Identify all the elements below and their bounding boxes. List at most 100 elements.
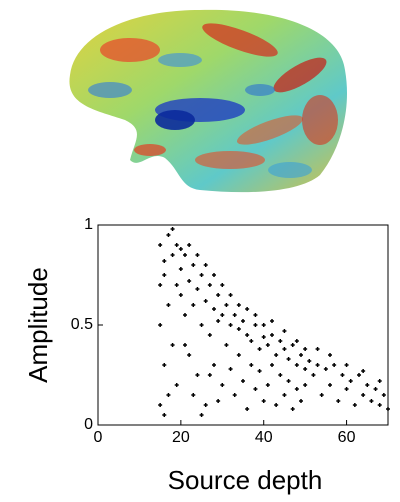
data-point [183,253,187,257]
data-point [174,243,179,247]
data-point [191,263,196,267]
data-point [270,319,274,323]
brain-surface [69,9,348,193]
plot: 0 20 40 60 0 0.5 1 [71,216,390,446]
data-point [203,263,208,267]
data-point [344,363,349,367]
data-point [290,343,295,347]
data-point [278,373,283,377]
data-point [207,333,212,337]
data-point [241,379,245,383]
data-point [158,323,163,327]
data-point [282,329,287,333]
data-point [162,259,167,263]
data-point [158,243,163,247]
data-point [357,373,361,377]
data-point [245,407,250,411]
x-tick-label: 0 [94,429,103,446]
data-point [232,313,237,317]
data-point [236,353,241,357]
data-point [303,347,308,351]
data-point [361,393,366,397]
data-point [224,303,229,307]
data-point [183,313,187,317]
data-point [286,357,291,361]
data-point [241,319,245,323]
data-point [261,399,266,403]
data-point [191,393,196,397]
data-point [170,227,175,231]
data-point [195,287,200,291]
plot-frame [97,224,389,426]
data-point [232,393,237,397]
data-point [166,233,171,237]
data-point [228,367,233,371]
data-point [315,347,320,351]
data-point [290,407,295,411]
data-point [344,387,349,391]
data-point [261,323,266,327]
data-point [294,363,299,367]
x-tick-label: 20 [172,429,190,446]
data-point [158,403,163,407]
data-point [377,379,382,383]
data-point [212,307,216,311]
data-point [381,393,386,397]
data-point [299,353,303,357]
data-point [203,299,208,303]
data-point [286,379,291,383]
data-point [249,339,254,343]
data-point [274,353,279,357]
data-point [253,387,258,391]
data-point [294,387,299,391]
data-point [174,383,179,387]
data-point [294,339,299,343]
data-point [253,313,258,317]
data-point [365,383,370,387]
data-point [307,359,312,363]
data-point [245,333,250,337]
data-point [386,407,390,411]
data-point [220,283,225,287]
data-point [265,383,270,387]
data-point [369,399,374,403]
data-point [340,373,345,377]
data-point [199,323,204,327]
data-point [199,413,204,417]
data-point [207,373,212,377]
data-point [224,343,229,347]
data-point [220,383,225,387]
data-point [191,303,196,307]
data-point [319,393,324,397]
data-point [299,399,303,403]
data-point [257,347,262,351]
data-point [278,339,283,343]
y-tick-label: 0 [84,416,93,433]
data-point [216,293,221,297]
data-point [228,323,233,327]
data-point [216,319,221,323]
data-point [236,327,241,331]
data-point [162,413,167,417]
data-point [187,353,192,357]
data-point [216,399,221,403]
data-point [212,273,216,277]
data-point [228,293,233,297]
data-point [328,383,332,387]
data-point [303,383,308,387]
data-point [187,243,192,247]
x-tick-label: 40 [255,429,273,446]
data-point [270,333,274,337]
data-point [348,379,353,383]
data-point [178,293,183,297]
data-point [166,303,171,307]
data-point [361,369,366,373]
data-point [332,363,337,367]
data-point [166,393,171,397]
data-point [220,313,225,317]
data-point [282,393,287,397]
data-point [158,283,163,287]
data-point [195,373,200,377]
y-tick-label: 0.5 [71,316,93,333]
